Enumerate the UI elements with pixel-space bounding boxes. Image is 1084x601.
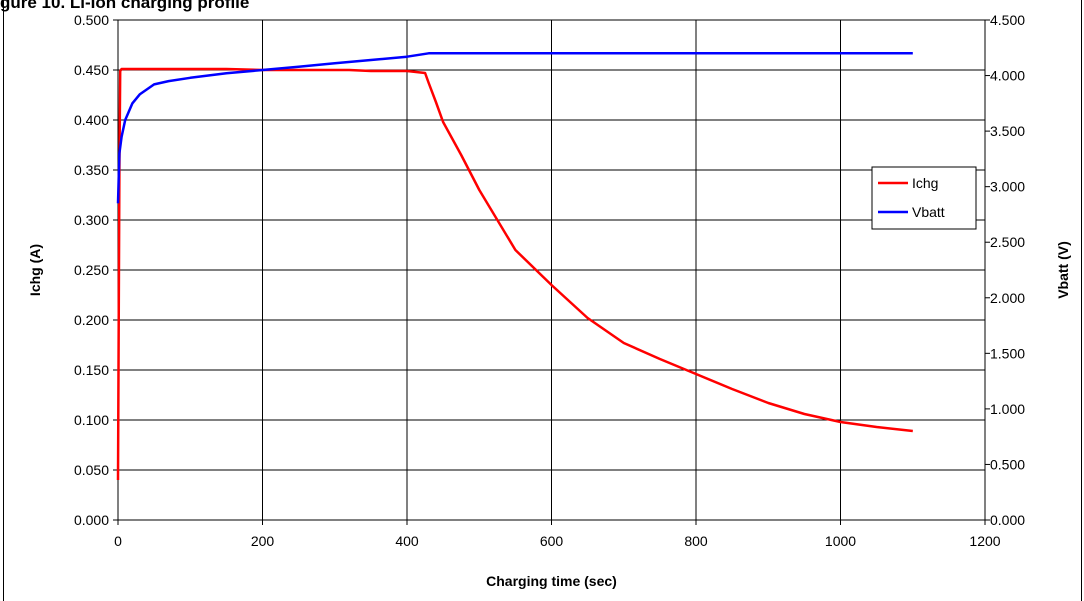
y2-tick-label: 4.500: [990, 12, 1025, 28]
y-tick-label: 0.000: [74, 512, 109, 528]
y-tick-label: 0.300: [74, 212, 109, 228]
legend-label-ichg: Ichg: [912, 175, 938, 191]
y-tick-label: 0.500: [74, 12, 109, 28]
y-tick-label: 0.200: [74, 312, 109, 328]
y2-tick-label: 0.500: [990, 456, 1025, 472]
y2-tick-label: 1.500: [990, 345, 1025, 361]
series-line-vbatt: [116, 52, 913, 204]
x-tick-label: 1000: [825, 533, 856, 549]
y-tick-label: 0.450: [74, 62, 109, 78]
legend: Ichg Vbatt: [871, 166, 977, 230]
series-line-ichg: [116, 67, 913, 481]
legend-box: [871, 166, 977, 230]
page-title: gure 10. Li-Ion charging profile: [0, 0, 250, 12]
x-tick-label: 600: [540, 533, 564, 549]
y2-tick-label: 0.000: [990, 512, 1025, 528]
grid-layer: [118, 20, 985, 520]
y-tick-label: 0.050: [74, 462, 109, 478]
y-tick-label: 0.150: [74, 362, 109, 378]
y2-tick-label: 2.000: [990, 290, 1025, 306]
x-tick-label: 200: [251, 533, 275, 549]
y2-tick-label: 2.500: [990, 234, 1025, 250]
x-tick-label: 0: [114, 533, 122, 549]
y2-tick-label: 3.500: [990, 123, 1025, 139]
y-tick-label: 0.100: [74, 412, 109, 428]
y2-tick-label: 4.000: [990, 68, 1025, 84]
y-axis-title: Ichg (A): [27, 244, 43, 296]
x-tick-label: 800: [684, 533, 708, 549]
y2-axis-title: Vbatt (V): [1055, 241, 1071, 299]
x-tick-label: 1200: [969, 533, 1000, 549]
y-tick-label: 0.350: [74, 162, 109, 178]
tick-layer: 0.000 0.050 0.100 0.150 0.200 0.250 0.300 0.350…: [74, 12, 1025, 549]
x-tick-label: 400: [395, 533, 419, 549]
chart-frame: [3, 0, 1082, 601]
y-tick-label: 0.400: [74, 112, 109, 128]
y-tick-label: 0.250: [74, 262, 109, 278]
y2-tick-label: 1.000: [990, 401, 1025, 417]
legend-label-vbatt: Vbatt: [912, 204, 945, 220]
y2-tick-label: 3.000: [990, 179, 1025, 195]
series-layer: [116, 52, 913, 481]
x-axis-title: Charging time (sec): [486, 573, 617, 589]
